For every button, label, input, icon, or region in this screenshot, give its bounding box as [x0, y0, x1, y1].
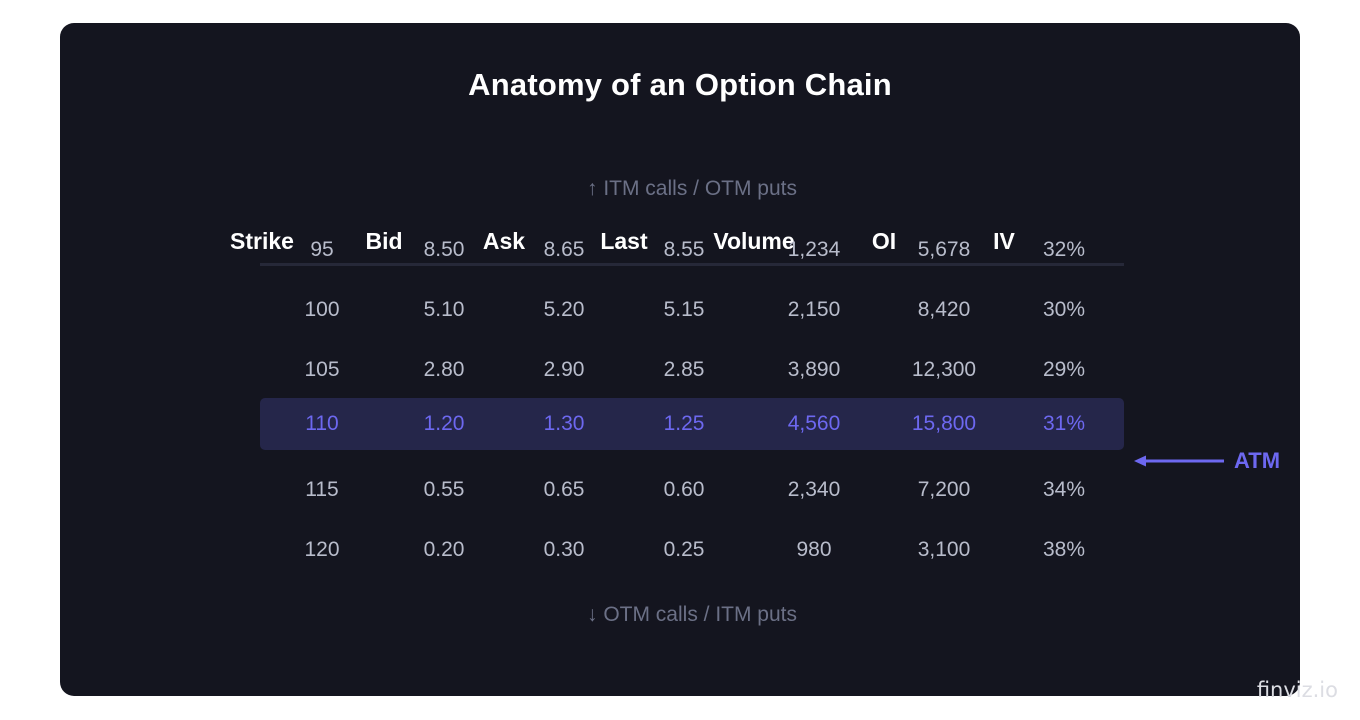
itm-calls-hint: ↑ ITM calls / OTM puts: [586, 177, 798, 200]
watermark: finviz.io: [1256, 678, 1338, 702]
cell-iv: 30%: [1042, 298, 1086, 321]
cell-strike: 105: [304, 358, 340, 381]
cell-iv: 29%: [1042, 358, 1086, 381]
cell-ask: 2.90: [543, 358, 585, 381]
cell-bid: 0.20: [423, 538, 465, 561]
cell-last: 1.25: [663, 412, 705, 435]
cell-last: 0.25: [663, 538, 705, 561]
cell-volume: 4,560: [787, 412, 841, 435]
cell-strike: 110: [305, 412, 339, 435]
table-row-atm: 110 1.20 1.30 1.25 4,560 15,800 31%: [260, 398, 1124, 450]
otm-calls-hint: ↓ OTM calls / ITM puts: [586, 603, 798, 626]
cell-volume: 2,150: [787, 298, 841, 321]
column-header-bid: Bid: [365, 228, 403, 254]
cell-ask: 5.20: [543, 298, 585, 321]
table-row: 95 8.50 8.65 8.55 1,234 5,678 32%: [260, 224, 1124, 276]
column-header-iv: IV: [993, 228, 1015, 254]
table-row: 120 0.20 0.30 0.25 980 3,100 38%: [260, 524, 1124, 576]
cell-strike: 100: [304, 298, 340, 321]
cell-last: 2.85: [663, 358, 705, 381]
cell-bid: 8.50: [423, 238, 465, 261]
cell-volume: 3,890: [787, 358, 841, 381]
table-row: 115 0.55 0.65 0.60 2,340 7,200 34%: [260, 464, 1124, 516]
atm-arrow-icon: [1134, 455, 1224, 467]
cell-volume: 1,234: [787, 238, 841, 261]
cell-oi: 15,800: [911, 412, 977, 435]
cell-iv: 38%: [1042, 538, 1086, 561]
column-header-ask: Ask: [482, 228, 526, 254]
cell-bid: 1.20: [423, 412, 465, 435]
cell-last: 8.55: [663, 238, 705, 261]
cell-strike: 95: [310, 238, 334, 261]
column-header-last: Last: [600, 228, 648, 254]
cell-bid: 0.55: [423, 478, 465, 501]
atm-label: ATM: [1234, 448, 1281, 473]
cell-ask: 0.30: [543, 538, 585, 561]
cell-last: 5.15: [663, 298, 705, 321]
cell-ask: 8.65: [543, 238, 585, 261]
table-row: 105 2.80 2.90 2.85 3,890 12,300 29%: [260, 344, 1124, 396]
cell-strike: 115: [305, 478, 339, 501]
cell-ask: 0.65: [543, 478, 585, 501]
cell-oi: 5,678: [917, 238, 971, 261]
cell-iv: 32%: [1042, 238, 1086, 261]
cell-strike: 120: [304, 538, 340, 561]
cell-oi: 7,200: [917, 478, 971, 501]
cell-ask: 1.30: [543, 412, 585, 435]
column-header-oi: OI: [871, 228, 897, 254]
cell-oi: 8,420: [917, 298, 971, 321]
cell-bid: 5.10: [423, 298, 465, 321]
column-header-strike: Strike: [230, 228, 294, 254]
cell-iv: 31%: [1042, 412, 1086, 435]
cell-volume: 980: [796, 538, 832, 561]
header-divider: [260, 263, 1124, 266]
cell-oi: 12,300: [911, 358, 977, 381]
table-row: 100 5.10 5.20 5.15 2,150 8,420 30%: [260, 284, 1124, 336]
cell-volume: 2,340: [787, 478, 841, 501]
cell-last: 0.60: [663, 478, 705, 501]
column-header-volume: Volume: [713, 228, 795, 254]
chart-title: Anatomy of an Option Chain: [468, 67, 892, 102]
option-chain-card: Anatomy of an Option Chain ↑ ITM calls /…: [60, 23, 1300, 696]
cell-oi: 3,100: [917, 538, 971, 561]
cell-bid: 2.80: [423, 358, 465, 381]
cell-iv: 34%: [1042, 478, 1086, 501]
